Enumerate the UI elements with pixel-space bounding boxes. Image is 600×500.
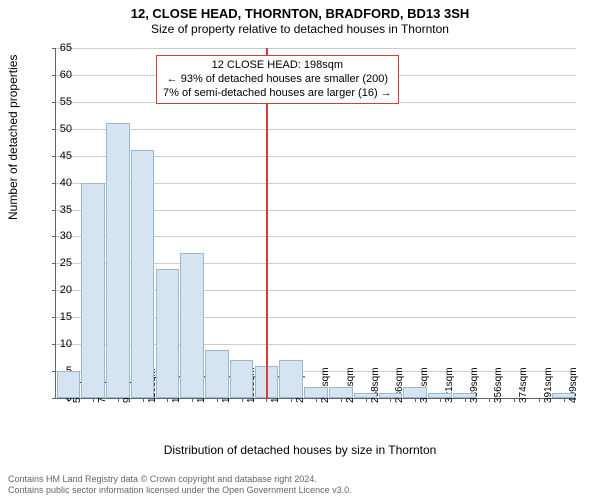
- chart-area: 57sqm75sqm92sqm110sqm127sqm145sqm163sqm1…: [55, 48, 575, 398]
- xtick: [118, 398, 119, 402]
- y-axis-label: Number of detached properties: [6, 55, 20, 220]
- annotation-line: ← 93% of detached houses are smaller (20…: [163, 73, 392, 87]
- xtick: [341, 398, 342, 402]
- chart-title: 12, CLOSE HEAD, THORNTON, BRADFORD, BD13…: [0, 0, 600, 21]
- xtick: [564, 398, 565, 402]
- xtick: [489, 398, 490, 402]
- histogram-bar: [81, 183, 105, 398]
- annotation-box: 12 CLOSE HEAD: 198sqm← 93% of detached h…: [156, 55, 399, 104]
- footer-line2: Contains public sector information licen…: [8, 485, 352, 496]
- histogram-bar: [205, 350, 229, 398]
- ytick-label: 50: [42, 123, 72, 135]
- histogram-bar: [379, 393, 403, 398]
- histogram-bar: [279, 360, 303, 398]
- xtick: [514, 398, 515, 402]
- ytick-label: 60: [42, 69, 72, 81]
- xtick: [366, 398, 367, 402]
- ytick-label: 20: [42, 284, 72, 296]
- xtick-label: 356sqm: [493, 367, 504, 403]
- ytick-label: 25: [42, 257, 72, 269]
- footer: Contains HM Land Registry data © Crown c…: [8, 474, 352, 496]
- ytick-label: 15: [42, 311, 72, 323]
- annotation-line: 7% of semi-detached houses are larger (1…: [163, 87, 392, 101]
- ytick-label: 30: [42, 230, 72, 242]
- histogram-bar: [106, 123, 130, 398]
- xtick: [242, 398, 243, 402]
- gridline: [56, 48, 576, 49]
- xtick: [143, 398, 144, 402]
- ytick-label: 35: [42, 204, 72, 216]
- ytick-label: 55: [42, 96, 72, 108]
- chart-container: 12, CLOSE HEAD, THORNTON, BRADFORD, BD13…: [0, 0, 600, 500]
- chart-subtitle: Size of property relative to detached ho…: [0, 21, 600, 36]
- histogram-bar: [156, 269, 180, 398]
- footer-line1: Contains HM Land Registry data © Crown c…: [8, 474, 352, 485]
- xtick: [316, 398, 317, 402]
- xtick: [291, 398, 292, 402]
- xtick: [93, 398, 94, 402]
- histogram-bar: [552, 393, 576, 398]
- histogram-bar: [354, 393, 378, 398]
- histogram-bar: [180, 253, 204, 398]
- xtick-label: 374sqm: [518, 367, 529, 403]
- xtick: [539, 398, 540, 402]
- x-axis-label: Distribution of detached houses by size …: [0, 443, 600, 457]
- xtick: [217, 398, 218, 402]
- ytick-label: 40: [42, 177, 72, 189]
- gridline: [56, 129, 576, 130]
- histogram-bar: [304, 387, 328, 398]
- histogram-bar: [428, 393, 452, 398]
- xtick: [415, 398, 416, 402]
- ytick-label: 45: [42, 150, 72, 162]
- histogram-bar: [453, 393, 477, 398]
- xtick: [192, 398, 193, 402]
- histogram-bar: [230, 360, 254, 398]
- plot-region: 57sqm75sqm92sqm110sqm127sqm145sqm163sqm1…: [55, 48, 576, 399]
- xtick: [390, 398, 391, 402]
- xtick: [167, 398, 168, 402]
- annotation-line: 12 CLOSE HEAD: 198sqm: [163, 59, 392, 73]
- xtick: [465, 398, 466, 402]
- ytick-label: 65: [42, 42, 72, 54]
- histogram-bar: [403, 387, 427, 398]
- xtick: [266, 398, 267, 402]
- ytick-label: 10: [42, 338, 72, 350]
- histogram-bar: [131, 150, 155, 398]
- histogram-bar: [57, 371, 81, 398]
- xtick: [440, 398, 441, 402]
- histogram-bar: [329, 387, 353, 398]
